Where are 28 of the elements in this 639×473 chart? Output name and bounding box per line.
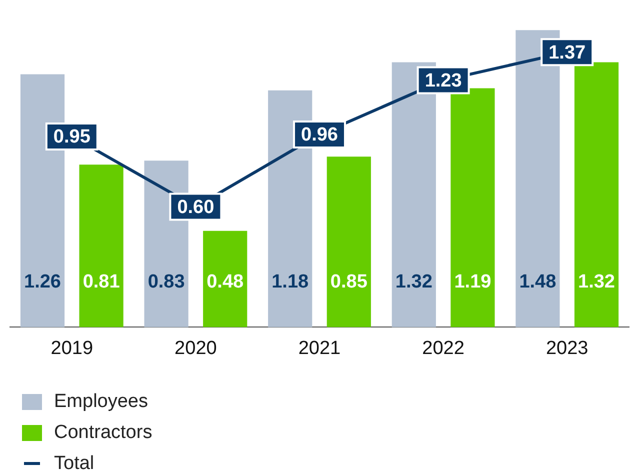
data-label: 1.48 (519, 271, 556, 292)
bar (574, 62, 619, 328)
legend-label: Contractors (54, 422, 152, 444)
data-label: 1.19 (454, 271, 492, 292)
data-label: 0.60 (177, 196, 214, 218)
x-tick-label: 2019 (50, 338, 94, 359)
data-label: 0.95 (53, 126, 91, 148)
bar (203, 230, 248, 328)
data-label: 0.83 (148, 271, 185, 292)
data-label: 1.23 (424, 70, 462, 92)
data-label: 0.96 (301, 124, 338, 146)
data-label: 0.81 (82, 271, 120, 292)
data-label: 1.37 (548, 42, 586, 64)
bar (79, 164, 124, 328)
data-label: 1.32 (578, 271, 615, 292)
x-tick-label: 2020 (174, 338, 217, 359)
bar (450, 88, 495, 328)
data-label: 1.26 (24, 271, 61, 292)
data-label: 1.32 (395, 271, 432, 292)
legend-label: Employees (54, 390, 148, 412)
legend-label: Total (54, 452, 94, 473)
data-label: 0.85 (330, 271, 368, 292)
data-label: 1.18 (272, 271, 309, 292)
x-tick-label: 2023 (546, 338, 588, 359)
x-tick-label: 2022 (422, 338, 464, 359)
bar (326, 156, 371, 328)
x-tick-label: 2021 (298, 338, 341, 359)
data-label: 0.48 (206, 271, 244, 292)
